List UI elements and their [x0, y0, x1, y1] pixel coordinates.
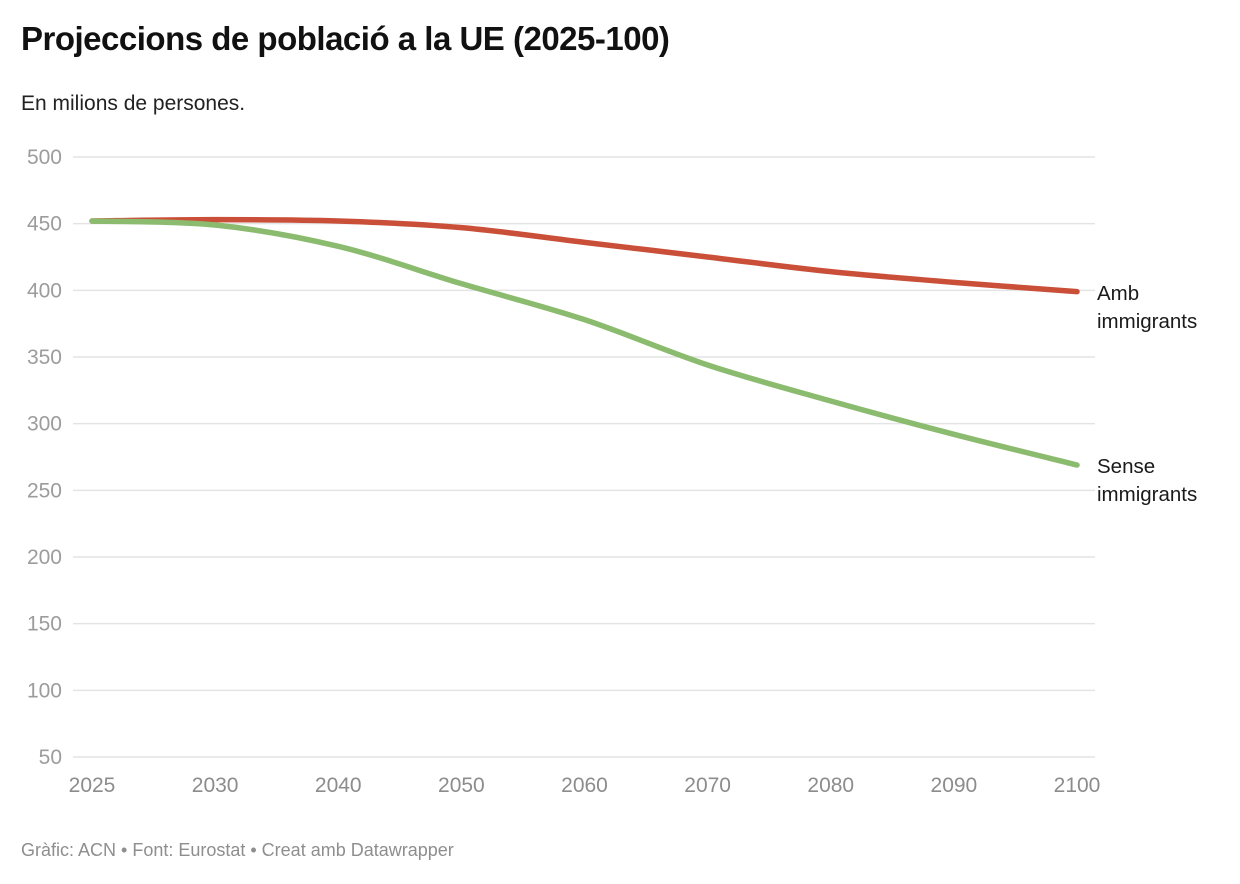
y-tick-label: 300 — [27, 413, 62, 436]
y-tick-label: 50 — [39, 746, 62, 769]
x-tick-label: 2090 — [931, 774, 978, 797]
y-tick-label: 450 — [27, 213, 62, 236]
y-tick-label: 150 — [27, 613, 62, 636]
x-tick-label: 2070 — [684, 774, 731, 797]
x-tick-label: 2025 — [69, 774, 116, 797]
x-tick-label: 2030 — [192, 774, 239, 797]
x-tick-label: 2050 — [438, 774, 485, 797]
x-tick-label: 2060 — [561, 774, 608, 797]
chart-subtitle: En milions de persones. — [21, 92, 246, 115]
series-label-amb-immigrants: Amb immigrants — [1097, 281, 1198, 333]
line-chart: 50 100 150 200 250 300 350 400 450 500 2025 2030 204… — [0, 140, 1240, 830]
y-tick-label: 400 — [27, 279, 62, 302]
series-line-sense-immigrants[interactable] — [89, 218, 1080, 468]
chart-credit: Gràfic: ACN • Font: Eurostat • Creat amb… — [21, 840, 454, 860]
plot-area: 50 100 150 200 250 300 350 400 450 500 2025 2030 204… — [27, 146, 1101, 797]
y-tick-label: 200 — [27, 546, 62, 569]
y-tick-label: 350 — [27, 346, 62, 369]
y-tick-label: 100 — [27, 679, 62, 702]
series-label-sense-immigrants: Sense immigrants — [1097, 455, 1198, 506]
y-tick-label: 500 — [27, 146, 62, 169]
x-tick-label: 2040 — [315, 774, 362, 797]
chart-title: Projeccions de població a la UE (2025-10… — [21, 20, 670, 57]
x-tick-label: 2080 — [807, 774, 854, 797]
series-line-amb-immigrants[interactable] — [89, 216, 1080, 295]
x-tick-label: 2100 — [1054, 774, 1101, 797]
y-tick-label: 250 — [27, 479, 62, 502]
